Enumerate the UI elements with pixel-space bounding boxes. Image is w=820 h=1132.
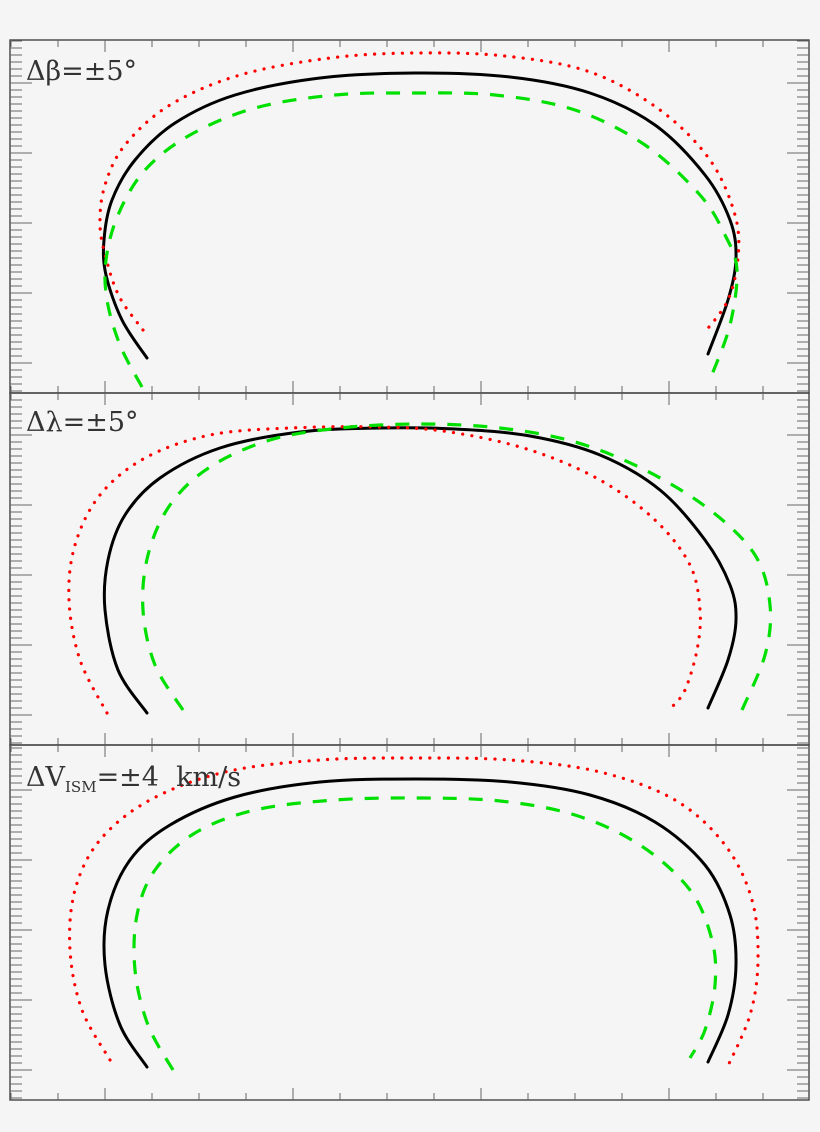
curve-minus <box>141 422 773 711</box>
curve-plus <box>67 425 702 715</box>
panel-label-delta-lambda: Δλ=±5° <box>26 407 139 438</box>
panel-2 <box>9 744 810 1101</box>
curve-plus <box>98 51 741 334</box>
curve-minus <box>132 796 718 1071</box>
curve-nominal <box>101 71 738 360</box>
curve-nominal <box>102 777 738 1069</box>
curve-plus <box>67 756 760 1072</box>
panel-label-delta-v-ism: ΔVISM=±4 km/s <box>26 762 241 796</box>
panel-label-delta-beta: Δβ=±5° <box>26 56 137 87</box>
curves-layer <box>67 51 773 1072</box>
panel-1-curves <box>67 422 773 715</box>
panel-0-curves <box>98 51 741 388</box>
axes-layer <box>9 39 810 1101</box>
panel-2-curves <box>67 756 760 1072</box>
panel-labels: Δβ=±5° Δλ=±5° ΔVISM=±4 km/s <box>26 56 241 796</box>
panel-0 <box>9 39 810 394</box>
curve-minus <box>103 91 739 388</box>
panel-1 <box>9 392 810 746</box>
